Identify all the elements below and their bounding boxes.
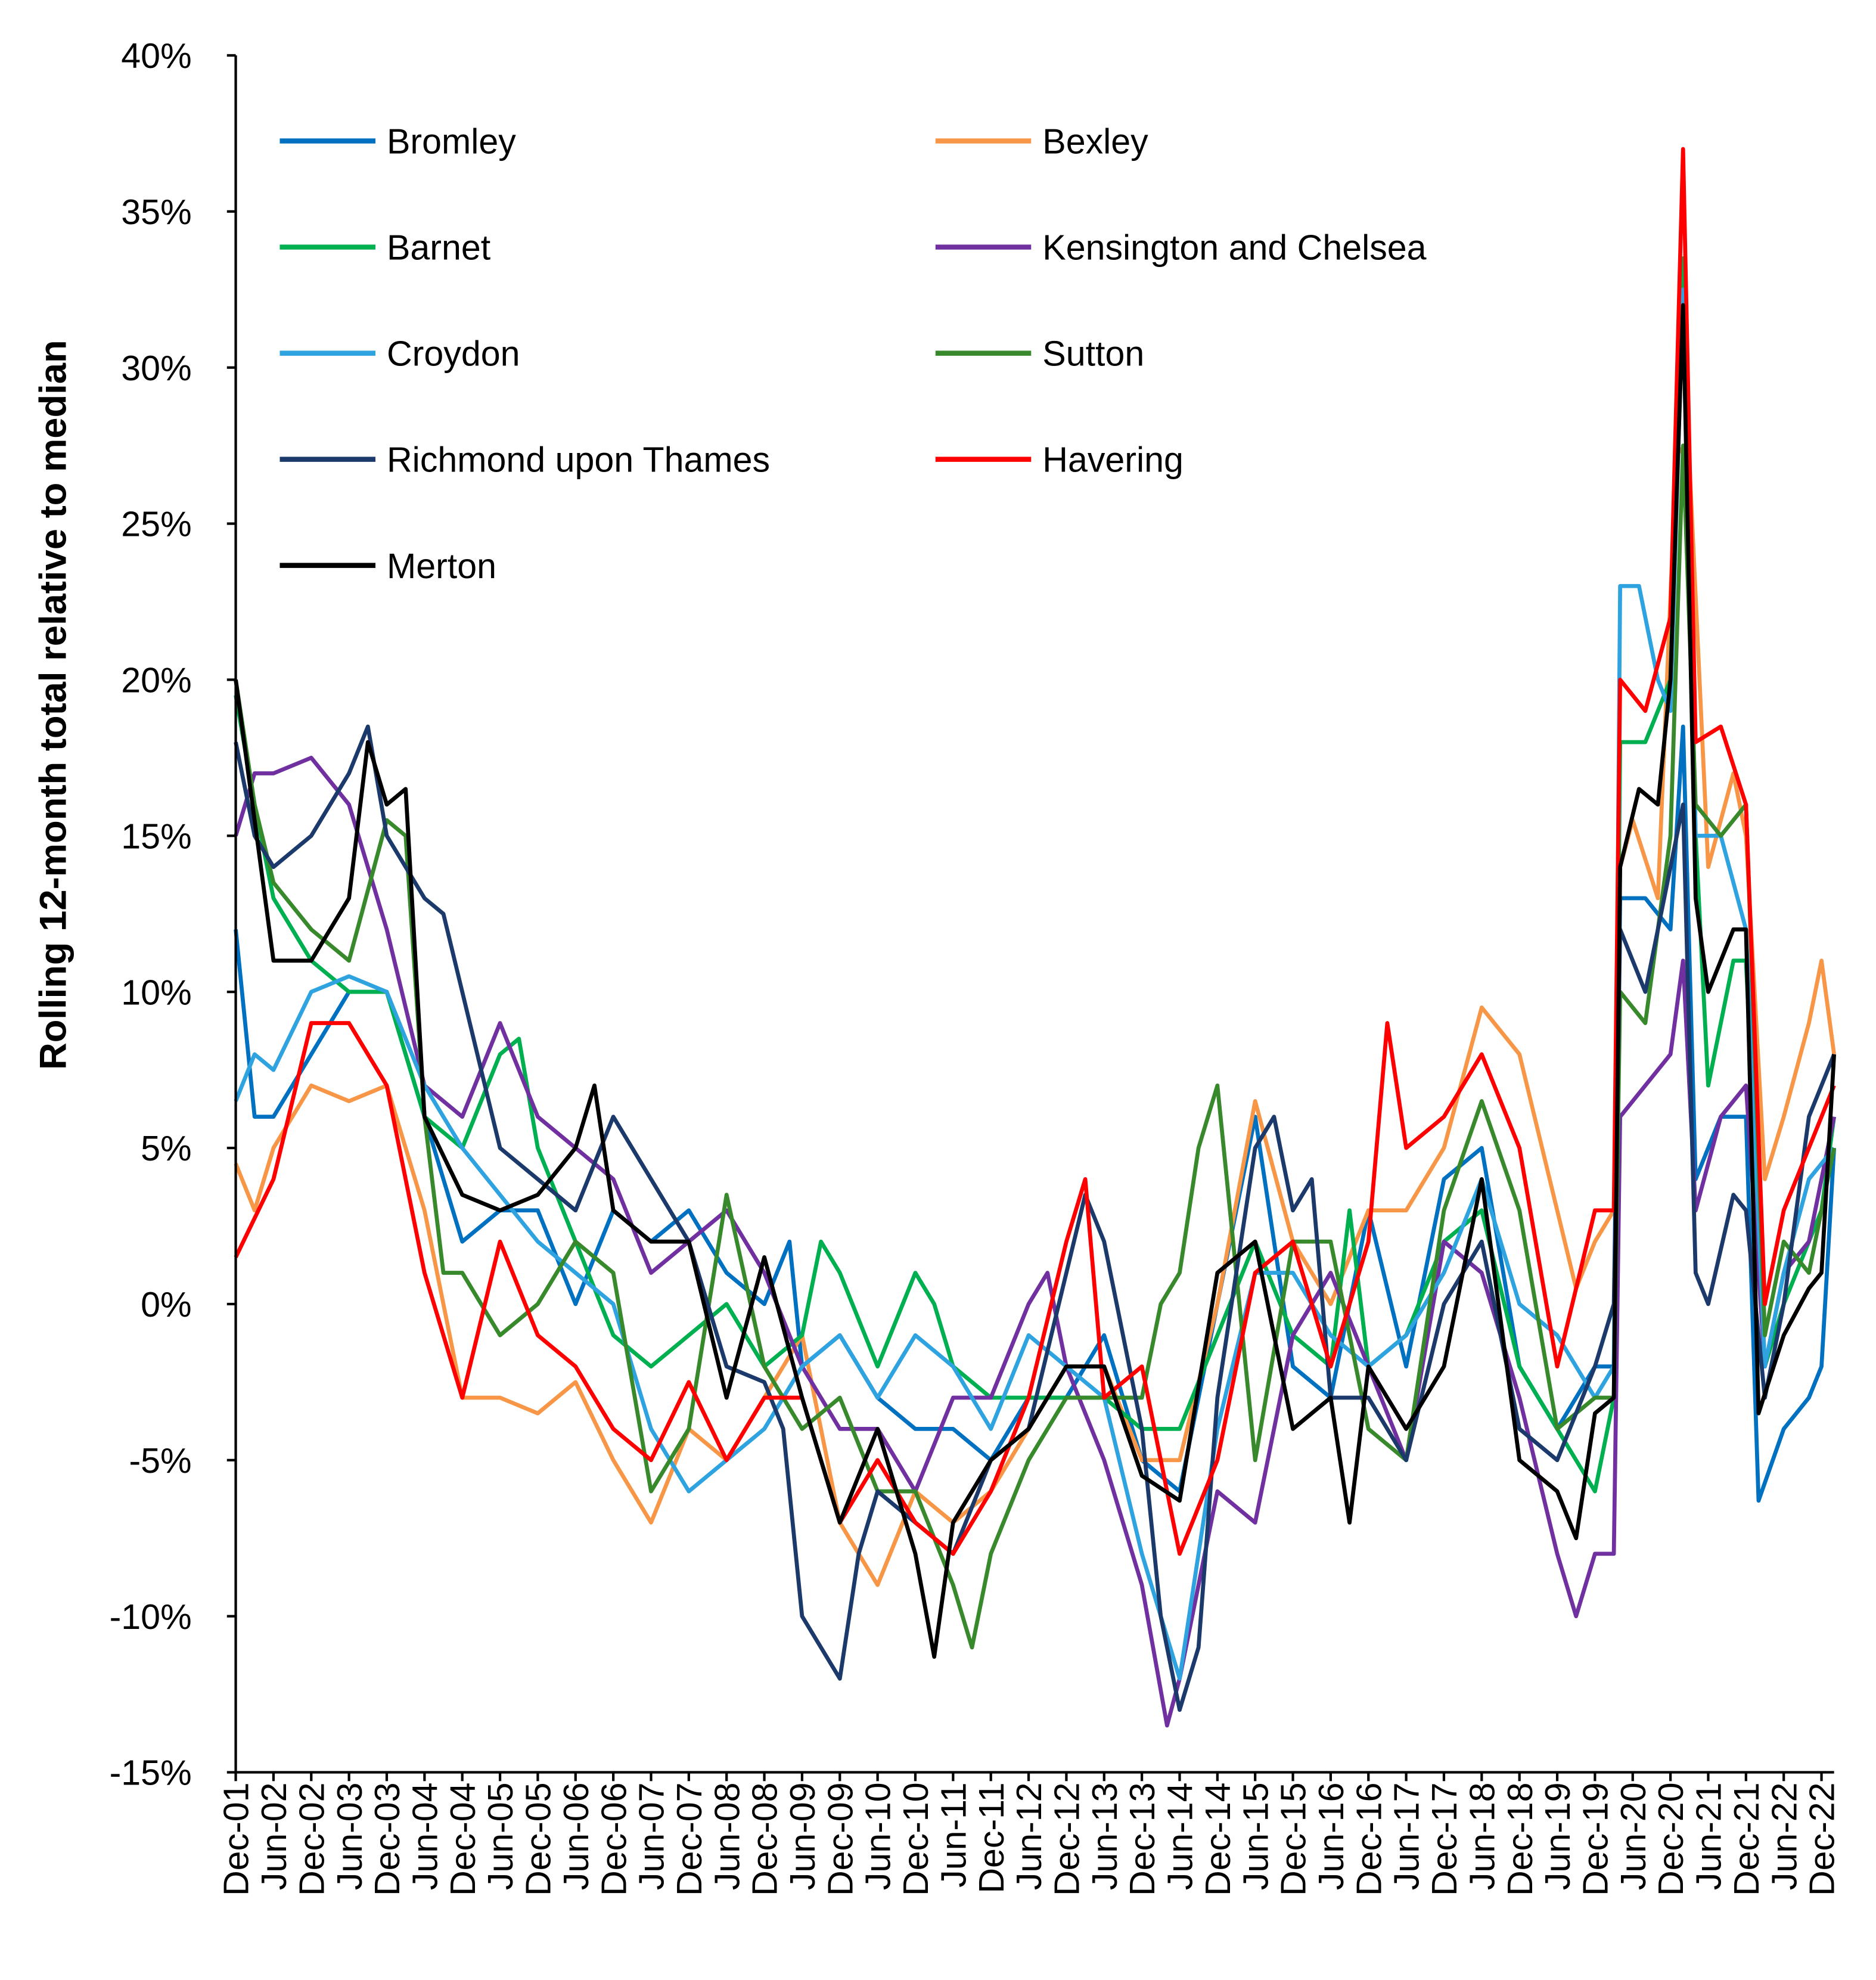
x-tick-label: Jun-10 [858, 1782, 898, 1890]
legend-label: Croydon [387, 334, 520, 374]
legend-item: Bromley [279, 122, 516, 162]
x-tick-label: Jun-08 [707, 1782, 747, 1890]
y-axis-label: Rolling 12-month total relative to media… [32, 340, 74, 1070]
x-tick-label: Dec-19 [1576, 1782, 1616, 1896]
x-tick-label: Jun-11 [933, 1782, 973, 1887]
y-tick-label: 5% [141, 1128, 191, 1168]
y-ticks: -15% -10% -5% 0% 5% 10% 15% 20% 25% 30% 35% 40% [110, 36, 236, 1793]
y-tick-label: 25% [121, 504, 191, 544]
legend-label: Merton [387, 546, 496, 586]
legend-item: Merton [279, 546, 496, 586]
legend-label: Bexley [1042, 122, 1148, 162]
x-tick-label: Dec-11 [971, 1782, 1011, 1893]
x-tick-label: Dec-07 [669, 1782, 709, 1896]
legend-item: Richmond upon Thames [279, 440, 770, 480]
legend-label: Havering [1042, 440, 1184, 480]
legend-item: Havering [935, 440, 1184, 480]
x-tick-label: Jun-13 [1085, 1782, 1125, 1890]
x-tick-label: Jun-19 [1538, 1782, 1577, 1890]
y-tick-label: 20% [121, 660, 191, 700]
x-tick-label: Jun-17 [1387, 1782, 1427, 1890]
x-tick-label: Jun-16 [1311, 1782, 1351, 1890]
plot-lines [234, 147, 1837, 1728]
x-tick-label: Dec-14 [1198, 1782, 1238, 1896]
x-tick-label: Dec-05 [518, 1782, 558, 1896]
x-tick-label: Dec-03 [367, 1782, 407, 1896]
y-tick-label: -15% [110, 1753, 192, 1793]
legend-label: Barnet [387, 228, 490, 268]
y-tick-label: -10% [110, 1597, 192, 1637]
series-line-kensington-and-chelsea [234, 755, 1836, 1728]
x-tick-label: Dec-10 [896, 1782, 936, 1896]
x-tick-label: Dec-15 [1274, 1782, 1313, 1896]
x-tick-label: Jun-03 [330, 1782, 369, 1890]
series-line-havering [234, 147, 1836, 1556]
legend-item: Croydon [279, 334, 520, 374]
series-line-merton [234, 303, 1837, 1659]
x-tick-label: Dec-20 [1651, 1782, 1691, 1896]
legend-item: Sutton [935, 334, 1144, 374]
x-ticks: Dec-01Jun-02Dec-02Jun-03Dec-03Jun-04Dec-… [216, 1772, 1842, 1896]
legend-label: Bromley [387, 122, 516, 162]
x-tick-label: Dec-08 [745, 1782, 785, 1896]
x-tick-label: Dec-16 [1349, 1782, 1389, 1896]
x-tick-label: Jun-09 [782, 1782, 822, 1890]
x-tick-label: Dec-01 [216, 1782, 256, 1896]
series-line-sutton [234, 443, 1836, 1650]
x-tick-label: Dec-18 [1500, 1782, 1540, 1896]
x-tick-label: Dec-04 [443, 1782, 483, 1896]
y-tick-label: 0% [141, 1284, 191, 1324]
legend-item: Bexley [935, 122, 1148, 162]
x-tick-label: Jun-04 [405, 1782, 445, 1890]
x-tick-label: Dec-22 [1802, 1782, 1842, 1896]
x-tick-label: Dec-17 [1424, 1782, 1464, 1896]
x-tick-label: Jun-21 [1689, 1782, 1729, 1890]
x-tick-label: Jun-20 [1613, 1782, 1653, 1890]
y-tick-label: 10% [121, 972, 191, 1012]
legend-label: Richmond upon Thames [387, 440, 770, 480]
y-tick-label: 30% [121, 348, 191, 388]
y-tick-label: 40% [121, 36, 191, 76]
y-tick-label: 35% [121, 192, 191, 232]
legend-item: Barnet [279, 228, 490, 268]
legend-label: Kensington and Chelsea [1042, 228, 1426, 268]
x-tick-label: Dec-13 [1122, 1782, 1162, 1896]
x-tick-label: Dec-02 [291, 1782, 331, 1896]
legend-item: Kensington and Chelsea [935, 228, 1427, 268]
x-tick-label: Dec-06 [594, 1782, 633, 1896]
x-tick-label: Jun-18 [1462, 1782, 1502, 1890]
y-tick-label: -5% [129, 1441, 191, 1481]
x-tick-label: Jun-22 [1764, 1782, 1804, 1890]
x-tick-label: Jun-15 [1235, 1782, 1275, 1890]
x-tick-label: Jun-14 [1160, 1782, 1200, 1890]
x-tick-label: Jun-06 [556, 1782, 596, 1890]
x-tick-label: Dec-12 [1047, 1782, 1087, 1896]
x-tick-label: Jun-05 [480, 1782, 520, 1890]
x-tick-label: Jun-12 [1009, 1782, 1049, 1890]
legend: Bromley Bexley Barnet Kensington and Chelse… [279, 122, 1427, 586]
series-line-richmond-upon-thames [234, 724, 1836, 1712]
y-tick-label: 15% [121, 816, 191, 856]
x-tick-label: Jun-02 [254, 1782, 294, 1890]
legend-label: Sutton [1042, 334, 1144, 374]
x-tick-label: Dec-21 [1726, 1782, 1766, 1896]
x-tick-label: Dec-09 [820, 1782, 860, 1896]
series-line-croydon [234, 287, 1836, 1681]
x-tick-label: Jun-07 [632, 1782, 672, 1890]
